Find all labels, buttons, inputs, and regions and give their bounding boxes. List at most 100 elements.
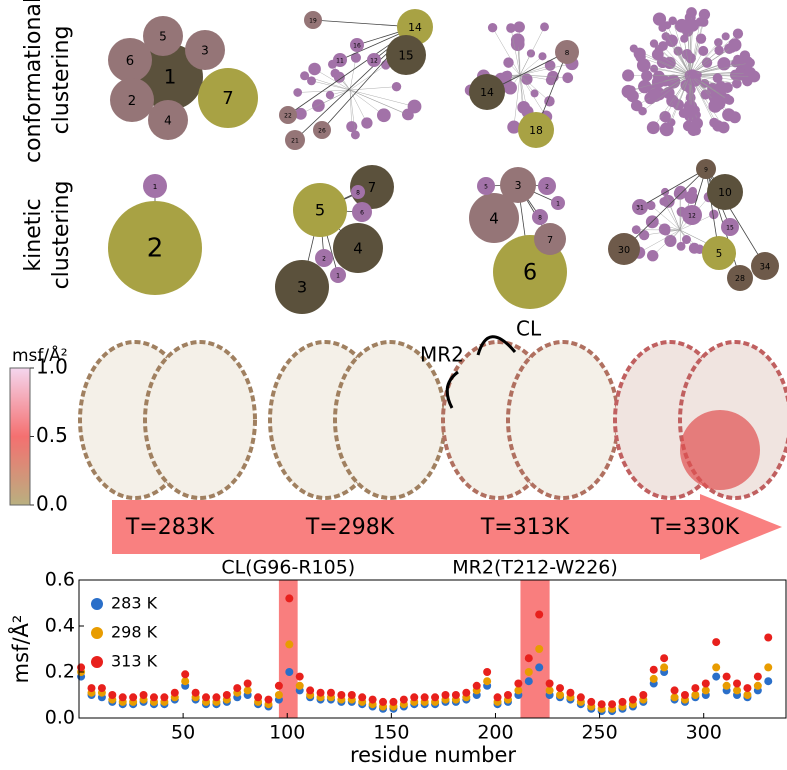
temperature-arrow: [112, 494, 782, 560]
network-node: [538, 177, 556, 195]
network-edge: [679, 191, 681, 231]
network-node: [659, 197, 668, 206]
data-point: [618, 697, 627, 706]
network-node: [680, 34, 689, 43]
network-node: [676, 241, 686, 251]
network-node-label: 21: [291, 138, 299, 145]
data-point: [337, 691, 346, 699]
network-edge: [689, 62, 751, 76]
data-point: [108, 691, 117, 699]
x-tick-label: 100: [269, 722, 305, 744]
network-node: [350, 38, 364, 52]
colorbar-label: msf/Å²: [12, 344, 68, 366]
network-node-label: 31: [636, 205, 644, 212]
network-node: [627, 85, 636, 95]
plot-frame: [78, 579, 787, 719]
network-edge: [314, 68, 351, 91]
network-node: [665, 34, 678, 47]
data-point: [493, 693, 502, 702]
network-node: [330, 267, 346, 283]
legend-label: 283 K: [111, 594, 158, 613]
x-axis-label: residue number: [350, 743, 516, 767]
data-point: [764, 663, 773, 672]
data-point: [97, 684, 106, 693]
data-point: [743, 691, 752, 699]
data-point: [691, 684, 700, 693]
network-edge: [349, 64, 386, 91]
network-node-label: 4: [353, 240, 363, 258]
data-point: [431, 693, 440, 702]
network-node: [333, 53, 347, 67]
highlight-label: MR2(T212-W226): [452, 557, 618, 579]
network-node: [350, 52, 361, 63]
annotation: CL: [516, 317, 542, 341]
data-point: [295, 672, 304, 681]
network-node: [538, 52, 547, 61]
network-node-label: 10: [718, 186, 732, 199]
network-edge: [631, 74, 691, 91]
network-node: [304, 11, 322, 29]
data-point: [691, 691, 700, 699]
x-tick-label: 150: [373, 722, 409, 744]
network-node: [300, 71, 310, 81]
network-node: [325, 90, 335, 100]
network-node: [518, 112, 554, 148]
network-node: [544, 96, 555, 107]
network-node: [659, 122, 674, 137]
data-point: [243, 686, 252, 695]
network-node-label: 7: [222, 88, 233, 109]
network-node: [724, 96, 733, 105]
temperature-label: T=283K: [125, 515, 215, 540]
row-label: clustering: [49, 181, 74, 290]
network-node-label: 3: [201, 44, 209, 58]
data-point: [347, 691, 356, 699]
data-point: [462, 688, 471, 697]
network-node: [293, 88, 303, 97]
network-node: [506, 23, 516, 33]
data-point: [524, 654, 533, 663]
network-node: [407, 99, 422, 114]
x-tick-label: 300: [686, 722, 722, 744]
data-point: [160, 693, 169, 702]
highlight-band: [520, 580, 550, 718]
network-node-label: 15: [726, 225, 734, 232]
network-node: [333, 223, 383, 273]
network-node-label: 1: [556, 201, 560, 208]
network-node: [641, 70, 653, 82]
temperature-label: T=330K: [650, 515, 740, 540]
data-point: [712, 672, 721, 681]
network-edge: [663, 201, 681, 231]
network-node: [639, 229, 650, 241]
network-edge: [667, 25, 691, 76]
network-edge: [642, 74, 691, 112]
x-tick-label: 50: [171, 722, 195, 744]
network-node-label: 6: [523, 260, 537, 286]
network-edge: [513, 74, 521, 128]
data-point: [587, 697, 596, 706]
network-node: [683, 104, 697, 119]
data-point: [222, 691, 231, 699]
network-node: [714, 38, 723, 47]
data-point: [660, 663, 669, 672]
network-edge: [664, 191, 681, 231]
network-edge: [671, 74, 691, 123]
data-point: [535, 645, 544, 653]
data-point: [149, 693, 158, 702]
network-edge: [643, 65, 691, 76]
network-edge: [519, 74, 550, 102]
network-node-label: 2: [545, 184, 549, 191]
network-node: [469, 193, 519, 243]
data-point: [524, 668, 533, 676]
network-node-label: 3: [297, 278, 307, 297]
network-node-label: 2: [128, 94, 136, 109]
row-label: clustering: [49, 26, 74, 135]
temperature-label: T=298K: [305, 515, 395, 540]
network-node: [540, 22, 549, 32]
y-tick-label: 0.6: [45, 569, 75, 591]
network-node: [658, 23, 667, 32]
network-node-label: 30: [618, 245, 630, 256]
network-node: [477, 177, 495, 195]
network-node: [668, 16, 677, 26]
network-edge: [349, 89, 352, 127]
network-node: [649, 89, 662, 103]
